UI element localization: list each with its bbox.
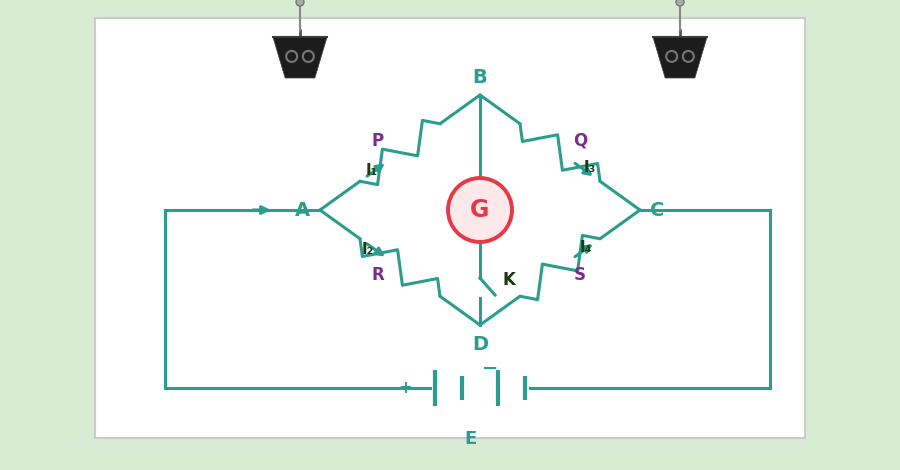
Text: I₃: I₃ [584,160,596,175]
Text: I₁: I₁ [366,163,378,178]
Text: K: K [502,271,515,289]
Text: S: S [574,266,586,284]
Text: C: C [650,201,664,219]
Text: G: G [471,198,490,222]
Polygon shape [653,37,707,78]
Text: A: A [295,201,310,219]
Text: R: R [372,266,384,284]
Text: P: P [372,132,384,149]
Circle shape [676,0,684,6]
Text: −: − [482,359,499,377]
Text: +: + [398,379,412,397]
Text: D: D [472,335,488,354]
Text: I₄: I₄ [580,240,592,255]
Text: B: B [472,68,488,87]
Text: E: E [464,430,476,448]
Text: Q: Q [573,132,587,149]
Text: I₂: I₂ [362,242,374,257]
Circle shape [296,0,304,6]
Circle shape [448,178,512,242]
Polygon shape [273,37,327,78]
FancyBboxPatch shape [95,18,805,438]
